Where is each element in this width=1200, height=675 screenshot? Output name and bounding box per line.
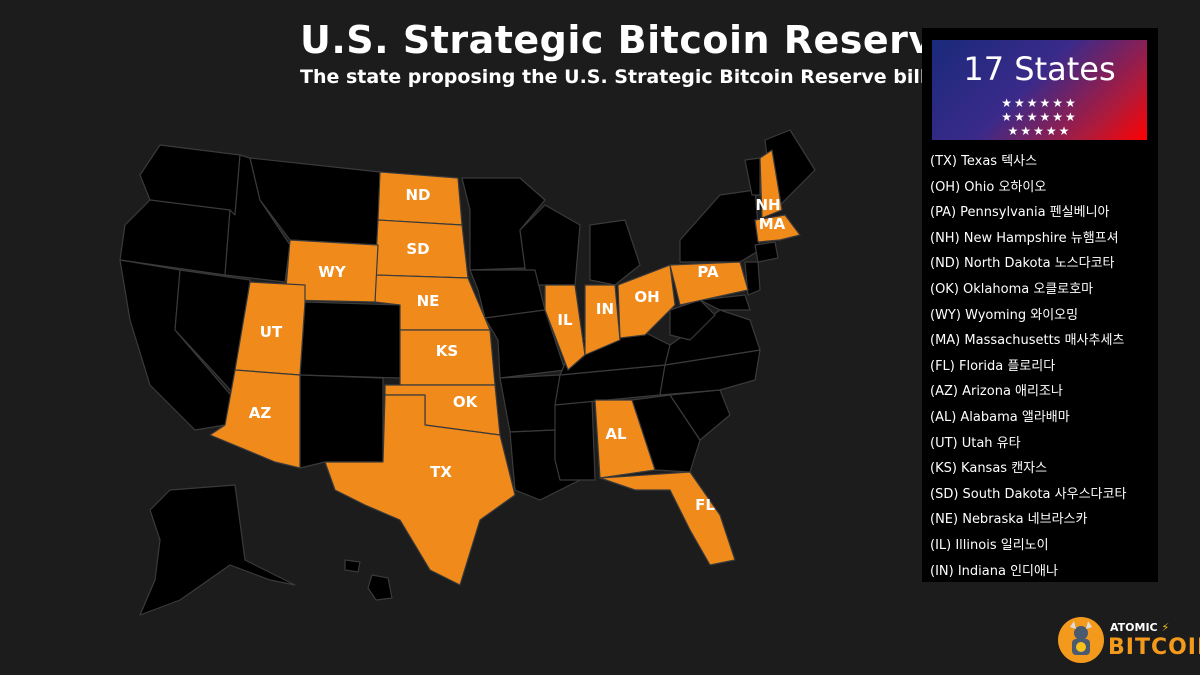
state-list-panel: 17 States ★★★★★★ ★★★★★★ ★★★★★ (TX) Texas… — [922, 28, 1158, 582]
state-list-item: (PA) Pennsylvania 펜실베니아 — [930, 205, 1110, 221]
state-label-ks: KS — [436, 342, 458, 360]
count-banner: 17 States ★★★★★★ ★★★★★★ ★★★★★ — [932, 40, 1147, 140]
state-fl — [599, 471, 736, 566]
state-label-ok: OK — [453, 393, 479, 411]
state-list-item: (OK) Oklahoma 오클로호마 — [930, 281, 1094, 297]
state-label-nd: ND — [405, 186, 430, 204]
state-ma — [754, 214, 801, 243]
state-ms — [554, 399, 596, 481]
state-al — [594, 399, 656, 479]
state-list-item: (UT) Utah 유타 — [930, 435, 1021, 451]
state-list-item: (ND) North Dakota 노스다코타 — [930, 256, 1115, 272]
state-label-sd: SD — [406, 240, 429, 258]
state-tx — [324, 394, 516, 586]
state-list-item: (IN) Indiana 인디애나 — [930, 563, 1058, 579]
state-list-item: (NH) New Hampshire 뉴햄프셔 — [930, 230, 1119, 246]
state-vt — [744, 157, 761, 196]
state-list-item: (KS) Kansas 캔자스 — [930, 461, 1048, 477]
stars-row-3: ★★★★★ — [1007, 124, 1072, 138]
state-ct — [754, 241, 779, 263]
state-list: (TX) Texas 텍사스 (OH) Ohio 오하이오 (PA) Pennsyl… — [930, 150, 1126, 585]
page-subtitle: The state proposing the U.S. Strategic B… — [300, 66, 927, 88]
state-nj — [744, 261, 761, 296]
state-co — [299, 301, 403, 379]
state-label-az: AZ — [249, 404, 272, 422]
state-nh — [759, 149, 783, 219]
state-ar — [499, 374, 561, 433]
logo-wordmark-top: ATOMIC ⚡ — [1110, 621, 1170, 634]
state-list-item: (NE) Nebraska 네브라스카 — [930, 512, 1088, 528]
state-label-in: IN — [596, 300, 614, 318]
state-in — [584, 284, 621, 356]
state-label-wy: WY — [318, 263, 347, 281]
state-label-ut: UT — [260, 323, 283, 341]
logo-wordmark-bottom: BITCOIN — [1108, 635, 1200, 660]
atomic-bitcoin-logo: ATOMIC ⚡ BITCOIN — [1058, 617, 1200, 665]
state-mo — [484, 309, 566, 379]
state-mi — [589, 219, 641, 286]
state-ny — [679, 189, 761, 263]
state-list-item: (OH) Ohio 오하이오 — [930, 179, 1047, 195]
state-list-item: (TX) Texas 텍사스 — [930, 154, 1038, 169]
stars-row-2: ★★★★★★ — [1001, 110, 1078, 124]
state-label-al: AL — [605, 425, 627, 443]
state-label-fl: FL — [695, 496, 715, 514]
state-label-oh: OH — [634, 288, 659, 306]
state-label-ne: NE — [417, 292, 440, 310]
state-pa — [669, 261, 749, 306]
state-az — [209, 369, 301, 469]
state-label-tx: TX — [430, 463, 452, 481]
state-list-item: (AZ) Arizona 애리조나 — [930, 384, 1063, 400]
state-list-item: (IL) Illinois 일리노이 — [930, 537, 1049, 553]
state-list-item: (SD) South Dakota 사우스다코타 — [930, 486, 1127, 502]
state-ut — [234, 281, 306, 376]
page-title: U.S. Strategic Bitcoin Reserve — [300, 18, 960, 62]
banner-title: 17 States — [963, 50, 1116, 88]
state-label-il: IL — [557, 311, 573, 329]
state-label-pa: PA — [697, 263, 719, 281]
state-oh — [617, 264, 676, 339]
state-list-item: (AL) Alabama 앨라배마 — [930, 409, 1070, 425]
state-hi — [344, 559, 393, 601]
state-or — [119, 199, 231, 276]
state-ak — [139, 484, 296, 616]
state-label-ma: MA — [759, 215, 786, 233]
logo-emblem — [1058, 617, 1104, 663]
state-label-nh: NH — [755, 196, 780, 214]
state-il — [544, 284, 586, 371]
stars-row-1: ★★★★★★ — [1001, 96, 1078, 110]
state-wy — [284, 239, 379, 303]
state-nm — [299, 374, 384, 469]
state-list-item: (WY) Wyoming 와이오밍 — [930, 307, 1079, 323]
state-list-item: (MA) Massachusetts 매사추세츠 — [930, 333, 1125, 349]
state-md — [699, 294, 751, 311]
state-list-item: (FL) Florida 플로리다 — [930, 358, 1056, 374]
